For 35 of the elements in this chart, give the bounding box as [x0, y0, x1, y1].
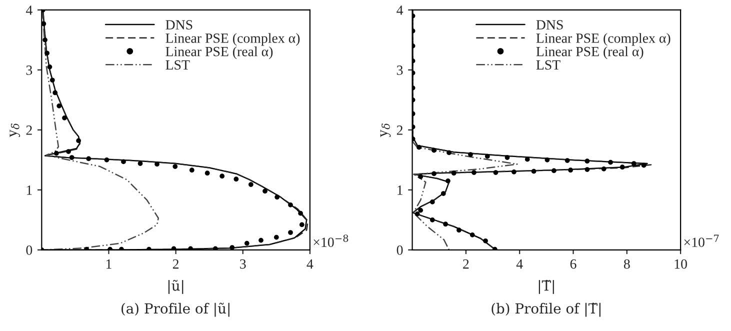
text: (a) Profile of |ũ|: [122, 302, 230, 317]
x-tick-label: 4: [306, 259, 314, 269]
y-tick-label: 3: [396, 66, 403, 75]
y-axis-title: y$_{δ}$: [10, 124, 20, 138]
x-tick-label: 2: [463, 259, 469, 269]
legend-label: DNS: [536, 20, 563, 30]
x-tick-label: 8: [624, 259, 630, 269]
legend-label: Linear PSE (real α): [166, 46, 273, 60]
text: ×10$^{−8}$: [314, 234, 348, 247]
legend-label: Linear PSE (complex α): [536, 33, 670, 46]
y-tick-label: 4: [396, 6, 404, 15]
text: (b) Profile of |T̃|: [492, 302, 600, 317]
y-tick-label: 1: [26, 186, 32, 195]
x-axis-title: |T̃|: [538, 280, 554, 294]
legend-label: LST: [166, 60, 190, 70]
legend-label: Linear PSE (complex α): [166, 33, 300, 46]
x-tick-label: 3: [240, 259, 246, 269]
x-tick-label: 6: [570, 259, 576, 269]
y-tick-label: 3: [26, 66, 32, 75]
y-tick-label: 4: [26, 6, 32, 15]
y-tick-label: 2: [26, 126, 32, 135]
x-axis-title: |ũ|: [168, 280, 184, 294]
x-tick-label: 2: [172, 259, 179, 269]
y-tick-label: 1: [398, 186, 402, 195]
legend-label: Linear PSE (real α): [536, 46, 644, 60]
x-tick-label: 10: [674, 259, 687, 269]
legend-label: DNS: [166, 20, 192, 30]
y-axis-title: y$_{δ}$: [380, 124, 391, 138]
x-tick-label: 4: [516, 259, 523, 269]
y-tick-label: 2: [396, 126, 402, 135]
text: ×10$^{−7}$: [684, 234, 719, 247]
x-tick-label: 1: [106, 259, 112, 269]
legend-label: LST: [536, 60, 560, 70]
y-tick-label: 0: [26, 245, 32, 255]
y-tick-label: 0: [396, 245, 403, 255]
